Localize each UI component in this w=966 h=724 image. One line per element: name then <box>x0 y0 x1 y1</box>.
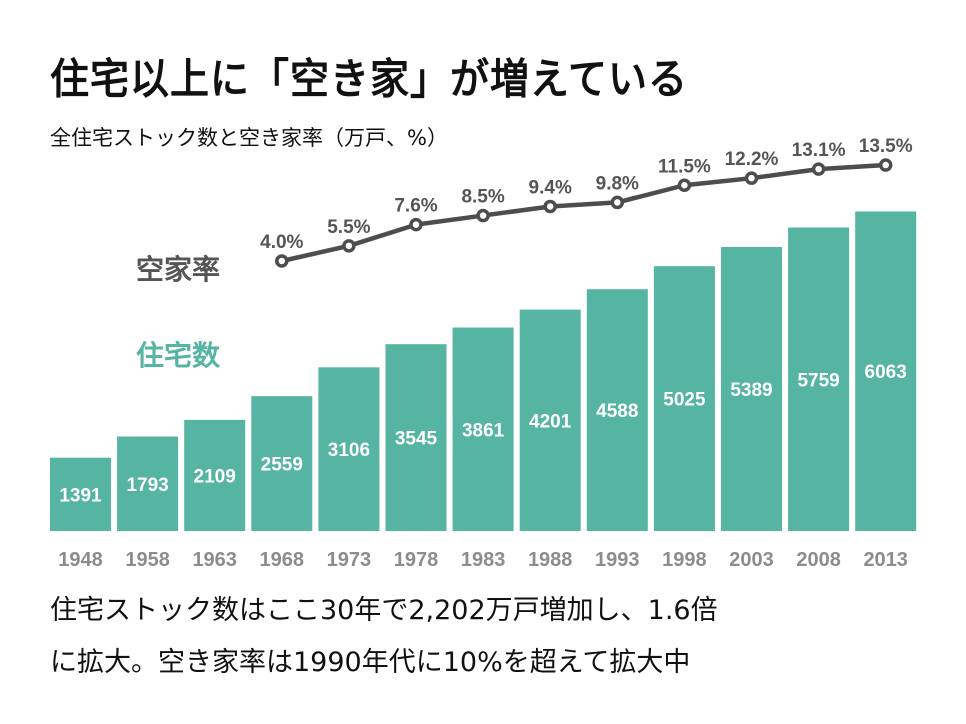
rate-value-label-2013: 13.5% <box>859 136 913 157</box>
rate-point-1988 <box>543 199 557 214</box>
rate-value-label-1978: 7.6% <box>394 196 437 217</box>
rate-point-2013 <box>878 158 893 172</box>
x-tick-label-1998: 1998 <box>662 549 707 571</box>
bar-1948 <box>50 457 111 531</box>
rate-point-2003 <box>744 171 759 185</box>
bar-1998 <box>653 266 715 531</box>
x-tick-label-1973: 1973 <box>327 549 372 571</box>
x-tick-label-1993: 1993 <box>595 549 640 571</box>
rate-value-label-2003: 12.2% <box>725 149 779 170</box>
vacancy-rate-line <box>281 162 886 264</box>
bar-1978 <box>385 344 447 531</box>
bar-2013 <box>855 211 917 531</box>
bar-2003 <box>721 246 782 531</box>
rate-value-label-1993: 9.8% <box>596 173 639 194</box>
bar-value-label-1983: 3861 <box>462 420 505 441</box>
rate-value-label-1973: 5.5% <box>327 217 370 238</box>
rate-point-2008 <box>811 162 826 176</box>
bar-value-label-1958: 1793 <box>126 475 168 496</box>
rate-value-label-2008: 13.1% <box>792 140 846 161</box>
x-tick-label-2008: 2008 <box>796 549 841 571</box>
x-tick-label-1963: 1963 <box>192 549 237 571</box>
caption-line-1: 住宅ストック数はここ30年で2,202万戸増加し、1.6倍 <box>50 595 718 626</box>
rate-value-label-1983: 8.5% <box>461 187 504 208</box>
chart-subtitle: 全住宅ストック数と空き家率（万戸、%） <box>50 126 448 150</box>
x-tick-label-2003: 2003 <box>729 549 774 571</box>
legend-vacancy-rate: 空家率 <box>136 253 221 286</box>
chart-canvas: 1391 1793 2109 2559 3106 3545 3861 4201 4588 5025… <box>50 136 917 571</box>
bar-value-label-1993: 4588 <box>596 401 638 422</box>
line-value-labels: 4.0% 5.5% 7.6% 8.5% 9.4% 9.8% 11.5% 12.2% 13.1% 1… <box>260 136 913 253</box>
rate-point-1968 <box>275 254 289 268</box>
bar-value-labels: 1391 1793 2109 2559 3106 3545 3861 4201 4588 5025… <box>59 362 906 506</box>
page-title: 住宅以上に「空き家」が増えている <box>50 55 689 105</box>
rate-point-1993 <box>610 195 625 210</box>
x-axis-year-labels: 1948 1958 1963 1968 1973 1978 1983 1988 1993 1998… <box>58 549 908 571</box>
rate-point-1973 <box>342 239 356 253</box>
line-series-vacancy-rate <box>275 158 893 268</box>
rate-value-label-1968: 4.0% <box>260 232 303 253</box>
bar-value-label-1988: 4201 <box>529 411 572 432</box>
bar-series-housing-stock <box>50 211 917 531</box>
bar-value-label-2008: 5759 <box>797 370 839 391</box>
bar-value-label-1948: 1391 <box>59 485 102 506</box>
rate-value-label-1988: 9.4% <box>529 177 572 198</box>
bar-1993 <box>586 289 648 531</box>
rate-point-1998 <box>677 178 692 192</box>
x-tick-label-1988: 1988 <box>528 549 573 571</box>
rate-point-1983 <box>476 208 490 223</box>
x-tick-label-1983: 1983 <box>461 549 506 571</box>
caption-line-2: に拡大。空き家率は1990年代に10%を超えて拡大中 <box>50 647 691 678</box>
x-tick-label-1978: 1978 <box>394 549 439 571</box>
bar-1988 <box>519 309 581 531</box>
bar-value-label-1978: 3545 <box>395 429 438 450</box>
bar-1968 <box>251 396 313 531</box>
x-tick-label-1948: 1948 <box>58 549 103 571</box>
bar-1973 <box>318 367 380 531</box>
bar-value-label-2003: 5389 <box>730 380 772 401</box>
x-tick-label-1958: 1958 <box>125 549 170 571</box>
bar-1983 <box>452 327 514 531</box>
bar-value-label-1973: 3106 <box>328 440 370 461</box>
bar-2008 <box>788 227 850 531</box>
bar-value-label-1998: 5025 <box>663 390 706 411</box>
bar-1958 <box>117 436 179 531</box>
rate-point-1978 <box>409 217 423 232</box>
bar-value-label-2013: 6063 <box>865 362 907 383</box>
bar-value-label-1963: 2109 <box>194 466 236 487</box>
bar-value-label-1968: 2559 <box>261 455 303 476</box>
bar-1963 <box>184 419 246 531</box>
rate-value-label-1998: 11.5% <box>658 156 711 177</box>
x-tick-label-2013: 2013 <box>863 549 908 571</box>
x-tick-label-1968: 1968 <box>260 549 305 571</box>
legend-housing-stock: 住宅数 <box>136 339 221 372</box>
